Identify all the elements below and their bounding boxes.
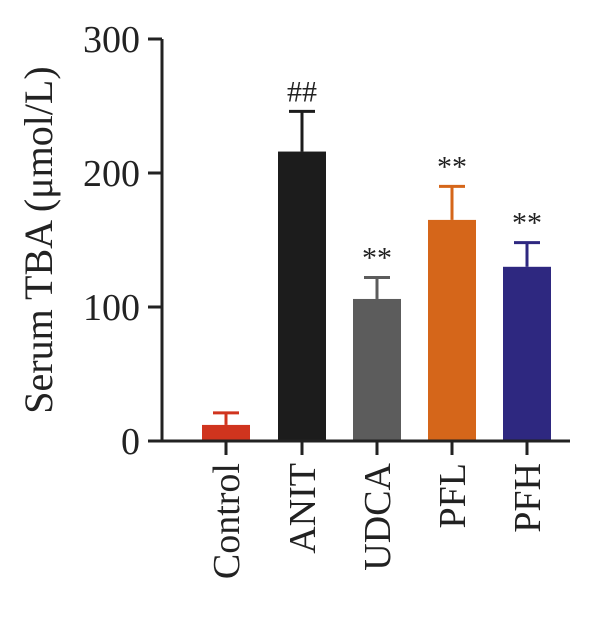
bars: ## ** ** ** (202, 75, 551, 441)
y-tick-label: 300 (83, 19, 140, 61)
x-tick-label: PFL (432, 463, 474, 528)
x-tick-label: Control (206, 463, 248, 579)
x-tick-label: ANIT (282, 463, 324, 554)
significance-label: ** (512, 207, 542, 240)
bar-anit (278, 151, 326, 441)
x-tick-label: PFH (507, 463, 549, 533)
bar-udca (353, 298, 401, 441)
bar-pfl (428, 219, 476, 441)
significance-label: ## (287, 75, 317, 108)
x-tick-label: UDCA (357, 462, 399, 570)
y-tick-label: 200 (83, 153, 140, 195)
y-tick-label: 0 (121, 421, 140, 463)
y-axis-label: Serum TBA (μmol/L) (16, 66, 61, 413)
bar-control (202, 424, 250, 441)
y-tick-label: 100 (83, 287, 140, 329)
x-axis: Control ANIT UDCA PFL PFH (162, 439, 570, 579)
bar-pfh (503, 266, 551, 441)
significance-label: ** (362, 242, 392, 275)
y-axis: 0 100 200 300 (83, 19, 164, 463)
significance-label: ** (437, 150, 467, 183)
